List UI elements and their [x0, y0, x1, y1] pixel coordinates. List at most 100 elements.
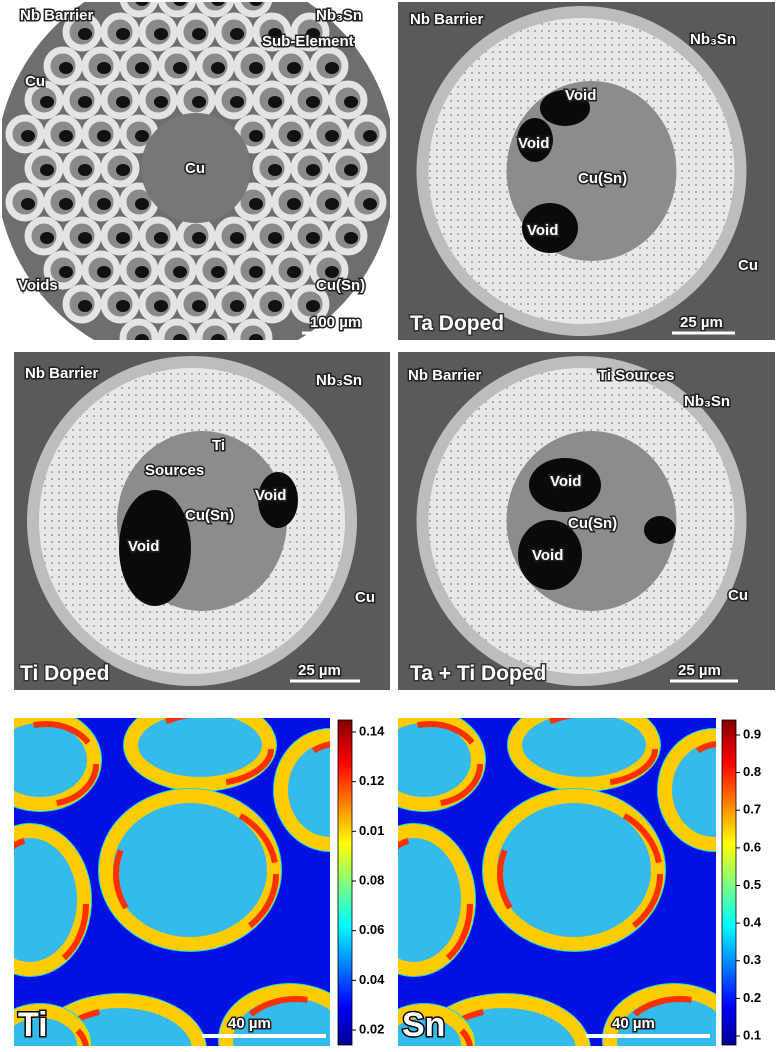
- ring: [398, 718, 485, 811]
- scale-bar-label: 40 µm: [612, 1015, 655, 1032]
- colorbar-tick-label: 0.4: [743, 915, 762, 930]
- void: [344, 96, 358, 108]
- label: Void: [255, 487, 286, 504]
- map: [14, 718, 330, 1046]
- sub-element: [157, 2, 197, 18]
- ring: [138, 718, 274, 787]
- ring: [219, 984, 330, 1046]
- sub-element: [119, 318, 159, 340]
- ring: [124, 718, 276, 791]
- void: [258, 472, 298, 528]
- void: [173, 62, 187, 74]
- void: [154, 28, 168, 40]
- void: [268, 96, 282, 108]
- sub-element: [157, 318, 197, 340]
- label: Void: [518, 135, 549, 152]
- void: [192, 96, 206, 108]
- colorbar-tick-label: 0.5: [743, 877, 761, 892]
- label: Void: [565, 87, 596, 104]
- void: [119, 490, 191, 606]
- void: [344, 164, 358, 176]
- ring: [398, 721, 483, 807]
- void: [211, 2, 225, 6]
- void: [135, 334, 149, 340]
- void: [287, 62, 301, 74]
- colorbar-tick-label: 0.9: [743, 726, 761, 741]
- void: [325, 198, 339, 210]
- void: [192, 28, 206, 40]
- sub-element: [119, 2, 159, 18]
- label: Cu(Sn): [185, 507, 234, 524]
- colorbar-tick-label: 0.3: [743, 952, 761, 967]
- label: Void: [527, 222, 558, 239]
- ring: [508, 718, 660, 791]
- void: [135, 2, 149, 6]
- void: [59, 62, 73, 74]
- ring: [658, 729, 716, 851]
- void: [325, 62, 339, 74]
- void: [40, 232, 54, 244]
- void: [192, 300, 206, 312]
- void: [306, 164, 320, 176]
- colorbar-tick-label: 0.6: [743, 839, 761, 854]
- void: [268, 28, 282, 40]
- sub-element: [233, 2, 273, 18]
- scale-bar-label: 100 µm: [310, 314, 361, 331]
- void: [116, 28, 130, 40]
- void: [287, 266, 301, 278]
- void: [230, 300, 244, 312]
- void: [78, 300, 92, 312]
- map: [398, 718, 716, 1046]
- void: [644, 516, 676, 544]
- void: [78, 28, 92, 40]
- label: Nb Barrier: [20, 7, 94, 24]
- void: [116, 96, 130, 108]
- void: [116, 232, 130, 244]
- scale-bar-label: 40 µm: [228, 1015, 271, 1032]
- label: Cu(Sn): [316, 277, 365, 294]
- void: [249, 62, 263, 74]
- void: [268, 164, 282, 176]
- void: [325, 130, 339, 142]
- void: [135, 198, 149, 210]
- label: Ti: [212, 437, 225, 454]
- caption: Ta Doped: [410, 312, 504, 335]
- void: [40, 164, 54, 176]
- label: Nb₃Sn: [690, 31, 736, 48]
- label: Ti Sources: [598, 367, 674, 384]
- void: [59, 266, 73, 278]
- void: [529, 458, 601, 512]
- colorbar: [337, 719, 353, 1046]
- ring: [603, 984, 716, 1046]
- label: Void: [128, 538, 159, 555]
- label: Void: [532, 547, 563, 564]
- void: [287, 130, 301, 142]
- void: [135, 62, 149, 74]
- void: [97, 266, 111, 278]
- void: [21, 198, 35, 210]
- void: [173, 266, 187, 278]
- void: [116, 300, 130, 312]
- ring: [233, 996, 330, 1046]
- void: [59, 198, 73, 210]
- colorbar-tick-label: 0.7: [743, 802, 761, 817]
- sub-element: [233, 318, 273, 340]
- ring: [99, 789, 281, 951]
- void: [173, 2, 187, 6]
- ring: [14, 718, 101, 811]
- void: [230, 232, 244, 244]
- ring: [418, 994, 590, 1046]
- label: Sources: [145, 462, 204, 479]
- ring: [522, 718, 658, 787]
- void: [59, 130, 73, 142]
- panel: [398, 2, 775, 340]
- label: Void: [550, 473, 581, 490]
- ring: [14, 824, 91, 976]
- void: [287, 198, 301, 210]
- label: Nb₃Sn: [316, 7, 362, 24]
- colorbar: [721, 719, 737, 1046]
- panel: [2, 2, 390, 340]
- void: [21, 130, 35, 142]
- ring: [497, 801, 663, 947]
